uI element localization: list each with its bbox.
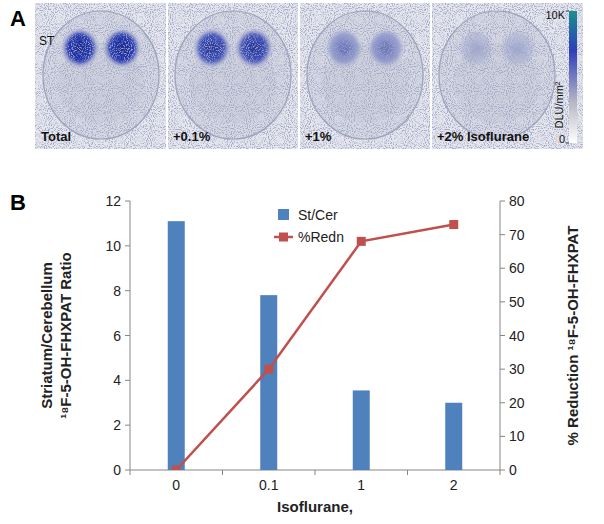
y2-tick-label: 80 bbox=[509, 193, 525, 209]
legend-swatch bbox=[278, 209, 289, 220]
y2-axis-title: % Reduction ¹⁸F-5-OH-FHXPAT bbox=[564, 226, 581, 446]
y-tick bbox=[125, 425, 130, 426]
legend-label: St/Cer bbox=[298, 207, 338, 223]
image-background bbox=[35, 3, 583, 149]
colorbar-tick-label: 10K bbox=[545, 9, 565, 21]
y-tick bbox=[125, 201, 130, 202]
image-separator bbox=[166, 3, 168, 149]
marker bbox=[172, 466, 181, 471]
y-tick-label: 10 bbox=[105, 238, 121, 254]
colorbar-tick-label: 0 bbox=[559, 133, 565, 145]
axes bbox=[125, 201, 505, 475]
y2-tick bbox=[500, 436, 505, 437]
x-tick-label: 0 bbox=[172, 477, 180, 493]
y2-tick bbox=[500, 268, 505, 269]
y-axis-title: Striatum/Cerebellum bbox=[38, 262, 55, 409]
x-tick bbox=[315, 470, 316, 475]
bar bbox=[353, 390, 370, 470]
x-tick bbox=[222, 470, 223, 475]
x-tick bbox=[130, 470, 131, 475]
x-tick bbox=[500, 470, 501, 475]
figure: A B Total +0.1% +1% +2% Isoflurane ST 10K 0 DLU/m… bbox=[0, 0, 604, 524]
region-label: ST bbox=[39, 34, 55, 48]
y-tick-label: 12 bbox=[105, 193, 121, 209]
image-separator bbox=[430, 3, 432, 149]
marker bbox=[449, 220, 458, 229]
legend: St/Cer %Redn bbox=[274, 207, 344, 245]
y-tick-label: 8 bbox=[113, 283, 121, 299]
y-tick bbox=[125, 380, 130, 381]
y2-tick bbox=[500, 470, 505, 471]
x-tick-label: 2 bbox=[450, 477, 458, 493]
image-label: +2% Isoflurane bbox=[437, 129, 529, 144]
image-separator bbox=[298, 3, 300, 149]
y2-tick bbox=[500, 234, 505, 235]
y2-tick-label: 10 bbox=[509, 428, 525, 444]
marker bbox=[357, 237, 366, 246]
line bbox=[176, 225, 454, 470]
image-label: Total bbox=[41, 129, 71, 144]
y-tick-label: 2 bbox=[113, 417, 121, 433]
y-tick bbox=[125, 290, 130, 291]
colorbar bbox=[569, 11, 577, 143]
y-axis-title: ¹⁸F-5-OH-FHXPAT Ratio bbox=[57, 252, 74, 419]
y2-tick bbox=[500, 201, 505, 202]
y2-tick-label: 70 bbox=[509, 227, 525, 243]
colorbar-label: DLU/mm² bbox=[553, 81, 565, 128]
panel-label: A bbox=[10, 6, 26, 31]
y2-tick-label: 60 bbox=[509, 260, 525, 276]
x-tick bbox=[407, 470, 408, 475]
y2-tick bbox=[500, 301, 505, 302]
y2-tick bbox=[500, 402, 505, 403]
bar bbox=[260, 295, 277, 470]
y2-tick-label: 0 bbox=[509, 462, 517, 478]
marker bbox=[264, 365, 273, 374]
y-tick bbox=[125, 335, 130, 336]
x-tick-label: 0.1 bbox=[259, 477, 279, 493]
y2-tick-label: 20 bbox=[509, 395, 525, 411]
x-axis-title: Isoflurane, bbox=[277, 498, 353, 515]
bar bbox=[445, 403, 462, 470]
y2-tick bbox=[500, 335, 505, 336]
colorbar-tick bbox=[566, 143, 569, 144]
y-tick-label: 4 bbox=[113, 372, 121, 388]
y2-tick-label: 50 bbox=[509, 294, 525, 310]
y-tick bbox=[125, 470, 130, 471]
legend-label: %Redn bbox=[298, 229, 344, 245]
panel-label: B bbox=[10, 190, 26, 215]
y2-tick-label: 30 bbox=[509, 361, 525, 377]
image-label: +0.1% bbox=[173, 129, 211, 144]
y2-tick bbox=[500, 369, 505, 370]
colorbar-tick bbox=[566, 11, 569, 12]
y-tick-label: 0 bbox=[113, 462, 121, 478]
y-tick bbox=[125, 245, 130, 246]
image-noise bbox=[35, 3, 583, 149]
image-panel bbox=[35, 3, 583, 149]
legend-marker bbox=[279, 233, 288, 242]
y2-tick-label: 40 bbox=[509, 328, 525, 344]
y-tick-label: 6 bbox=[113, 328, 121, 344]
bar bbox=[168, 221, 185, 470]
image-label: +1% bbox=[305, 129, 332, 144]
x-tick-label: 1 bbox=[357, 477, 365, 493]
plot-data bbox=[168, 220, 463, 470]
